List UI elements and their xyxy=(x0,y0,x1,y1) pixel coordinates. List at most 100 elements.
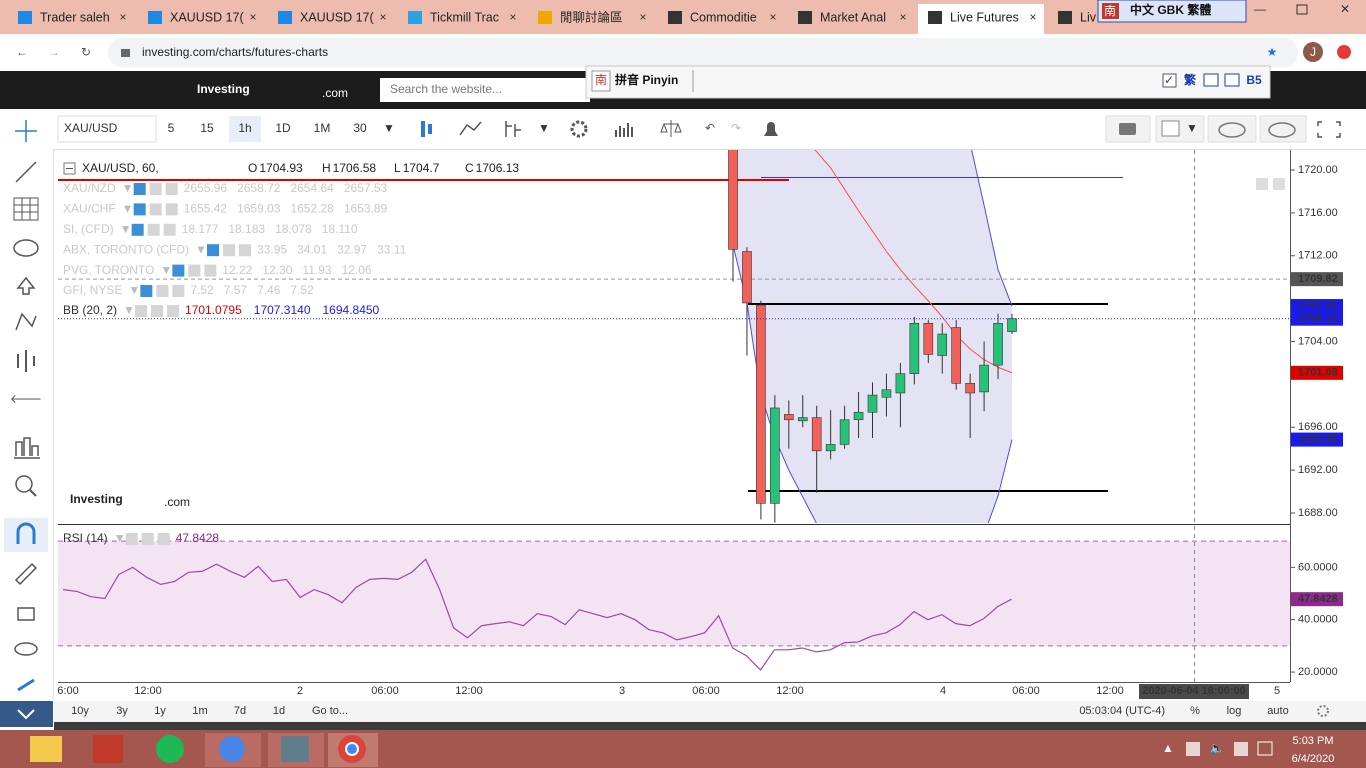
measure-tool[interactable] xyxy=(14,437,40,459)
legend-dropdown[interactable]: ▼ xyxy=(122,202,134,216)
interval-button[interactable]: 5 xyxy=(168,121,175,135)
legend-icon[interactable] xyxy=(131,223,144,236)
explorer-app[interactable] xyxy=(30,736,62,762)
tray-icon-2[interactable] xyxy=(1234,742,1248,756)
interval-button[interactable]: 1D xyxy=(275,121,291,135)
ime-symbols[interactable] xyxy=(1224,73,1240,87)
magnet-tool[interactable] xyxy=(16,522,36,544)
range-button[interactable]: 1m xyxy=(192,705,207,717)
studies-icon[interactable] xyxy=(615,123,633,137)
clock-time[interactable]: 5:03 PM xyxy=(1293,735,1334,747)
legend-icon[interactable] xyxy=(165,183,178,195)
load-button[interactable] xyxy=(1207,115,1257,143)
bars-icon[interactable] xyxy=(505,121,521,137)
interval-button[interactable]: 1M xyxy=(314,121,331,135)
alert-icon[interactable] xyxy=(764,122,778,136)
axis-option[interactable]: % xyxy=(1190,705,1200,717)
legend-dropdown[interactable]: ▼ xyxy=(114,531,126,545)
axis-option[interactable]: auto xyxy=(1267,705,1288,717)
trendline-tool[interactable] xyxy=(15,161,37,183)
axis-option[interactable]: log xyxy=(1227,705,1242,717)
reload-button[interactable]: ↻ xyxy=(81,45,91,59)
legend-icon[interactable] xyxy=(223,244,236,257)
tab-title[interactable]: Trader saleh xyxy=(40,10,110,24)
tab-close[interactable]: × xyxy=(509,10,516,24)
save-button[interactable] xyxy=(1259,115,1307,143)
tray-icon-1[interactable] xyxy=(1186,742,1200,756)
range-button[interactable]: 1y xyxy=(154,705,166,717)
tool-app[interactable] xyxy=(281,736,309,762)
range-button[interactable]: 10y xyxy=(71,705,89,717)
hide-tool[interactable]: 🡐 xyxy=(10,392,42,406)
legend-icon[interactable] xyxy=(172,285,185,297)
legend-icon[interactable] xyxy=(156,285,169,297)
interval-dropdown[interactable]: ▼ xyxy=(383,121,395,135)
tab-title[interactable]: Live Futures xyxy=(950,10,1019,24)
legend-icon[interactable] xyxy=(140,285,153,297)
grammarly-app[interactable] xyxy=(156,735,184,763)
ime-traditional[interactable]: 繁 xyxy=(1184,72,1197,87)
legend-icon[interactable] xyxy=(172,264,185,277)
ime-keyboard[interactable] xyxy=(1203,73,1219,87)
tab-title[interactable]: XAUUSD 17( xyxy=(300,10,374,24)
legend-dropdown[interactable]: ▼ xyxy=(128,283,140,297)
undo-button[interactable]: ↶ xyxy=(705,121,715,135)
legend-icon[interactable] xyxy=(133,183,146,195)
goto-button[interactable]: Go to... xyxy=(312,705,348,717)
pattern-tool[interactable] xyxy=(15,312,37,331)
legend-dropdown[interactable]: ▼ xyxy=(122,181,134,195)
browser-app[interactable] xyxy=(219,736,245,762)
legend-icon[interactable] xyxy=(163,223,176,236)
legend-dropdown[interactable]: ▼ xyxy=(195,242,207,256)
scroll-down[interactable] xyxy=(1273,178,1285,190)
layout-dropdown[interactable]: ▼ xyxy=(1186,121,1198,135)
ime-app[interactable] xyxy=(93,735,123,763)
tray-arrow[interactable]: ▲ xyxy=(1162,741,1174,755)
annotation-tool[interactable] xyxy=(16,276,36,295)
axis-settings[interactable] xyxy=(1317,705,1329,717)
tab-title[interactable]: Tickmill Trac xyxy=(430,10,499,24)
tab-title[interactable]: 閒聊討論區 xyxy=(560,9,623,24)
legend-icon[interactable] xyxy=(207,244,220,257)
tab-title[interactable]: Liv xyxy=(1080,10,1097,24)
ime-code[interactable]: B5 xyxy=(1246,73,1262,87)
legend-icon[interactable] xyxy=(125,533,138,545)
toggle-toolbar[interactable] xyxy=(0,701,53,727)
symbol-box[interactable] xyxy=(57,115,157,143)
legend-dropdown[interactable]: ▼ xyxy=(160,263,172,277)
candles-icon[interactable] xyxy=(421,121,425,137)
search-box[interactable] xyxy=(380,78,590,102)
legend-icon[interactable] xyxy=(204,264,217,277)
tab-close[interactable]: × xyxy=(249,10,256,24)
url[interactable]: investing.com/charts/futures-charts xyxy=(142,45,328,59)
legend-icon[interactable] xyxy=(149,183,162,195)
tray-volume[interactable]: 🔈 xyxy=(1210,741,1225,755)
indicators-icon[interactable] xyxy=(459,121,482,136)
range-button[interactable]: 7d xyxy=(234,705,246,717)
tray-network[interactable] xyxy=(1257,741,1273,756)
legend-icon[interactable] xyxy=(151,305,164,317)
shape-tool[interactable] xyxy=(13,239,39,257)
symbol[interactable]: XAU/USD xyxy=(64,121,118,135)
settings-icon[interactable] xyxy=(570,120,588,138)
back-button[interactable]: ← xyxy=(16,45,28,59)
menu-button[interactable] xyxy=(1337,45,1351,59)
range-button[interactable]: 3y xyxy=(116,705,128,717)
legend-icon[interactable] xyxy=(135,305,148,317)
tab-close[interactable]: × xyxy=(639,10,646,24)
legend-icon[interactable] xyxy=(147,223,160,236)
crosshair-tool[interactable] xyxy=(15,120,37,142)
forward-button[interactable]: → xyxy=(48,45,60,59)
range-button[interactable]: 1d xyxy=(273,705,285,717)
legend-icon[interactable] xyxy=(157,533,170,545)
tab-title[interactable]: XAUUSD 17( xyxy=(170,10,244,24)
bookmark-star[interactable]: ★ xyxy=(1267,45,1278,59)
maximize-button[interactable] xyxy=(1296,4,1308,15)
draw-mode-tool[interactable] xyxy=(14,562,38,586)
legend-icon[interactable] xyxy=(141,533,154,545)
clock-date[interactable]: 6/4/2020 xyxy=(1292,753,1335,765)
tab-title[interactable]: Market Anal xyxy=(820,10,886,24)
legend-dropdown[interactable]: ▼ xyxy=(120,222,132,236)
lock-tool[interactable] xyxy=(17,607,35,621)
legend-icon[interactable] xyxy=(188,264,201,277)
